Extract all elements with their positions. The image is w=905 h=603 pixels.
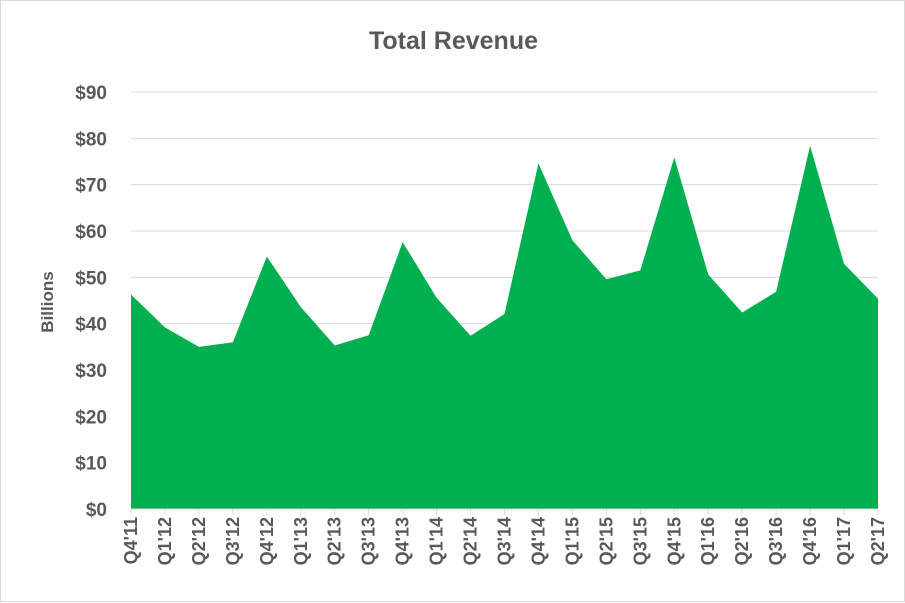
y-axis-label: Billions <box>38 271 57 332</box>
x-tick-label: Q4'16 <box>800 517 820 565</box>
x-tick-label: Q1'13 <box>291 517 311 565</box>
x-tick-label: Q1'12 <box>155 517 175 565</box>
x-tick-label: Q3'16 <box>766 517 786 565</box>
x-tick-label: Q1'17 <box>834 517 854 565</box>
y-tick-label: $80 <box>75 129 107 150</box>
x-tick-label: Q3'12 <box>223 517 243 565</box>
x-tick-label: Q4'14 <box>528 517 548 565</box>
x-tick-label: Q3'13 <box>359 517 379 565</box>
chart-title: Total Revenue <box>368 27 539 55</box>
x-tick-label: Q4'13 <box>393 517 413 565</box>
x-tick-label: Q4'15 <box>664 517 684 565</box>
y-axis-tick-labels: $0 $10 $20 $30 $40 $50 $60 $70 $80 $90 <box>75 83 107 521</box>
y-tick-label: $20 <box>75 407 107 428</box>
y-tick-label: $90 <box>75 83 107 104</box>
x-tick-label: Q2'13 <box>325 517 345 565</box>
y-tick-label: $70 <box>75 176 107 197</box>
x-tick-label: Q2'14 <box>461 517 481 565</box>
x-tick-label: Q1'15 <box>562 517 582 565</box>
y-tick-label: $0 <box>86 500 107 521</box>
x-tick-label: Q4'11 <box>121 517 141 564</box>
x-tick-label: Q1'16 <box>698 517 718 565</box>
x-tick-label: Q2'12 <box>189 517 209 565</box>
area-series <box>131 145 878 509</box>
y-tick-label: $40 <box>75 315 107 336</box>
x-axis-tick-labels: Q4'11 Q1'12 Q2'12 Q3'12 Q4'12 Q1'13 Q2'13 Q3'13… <box>121 508 888 565</box>
x-tick-label: Q3'15 <box>630 517 650 565</box>
x-tick-label: Q4'12 <box>257 517 277 565</box>
x-tick-label: Q1'14 <box>427 517 447 565</box>
y-tick-label: $10 <box>75 454 107 475</box>
x-tick-label: Q2'15 <box>596 517 616 565</box>
y-tick-label: $50 <box>75 268 107 289</box>
y-tick-label: $30 <box>75 361 107 382</box>
x-tick-label: Q3'14 <box>495 517 515 565</box>
y-tick-label: $60 <box>75 222 107 243</box>
revenue-area <box>131 145 878 509</box>
x-tick-label: Q2'16 <box>732 517 752 565</box>
x-tick-label: Q2'17 <box>868 517 888 565</box>
